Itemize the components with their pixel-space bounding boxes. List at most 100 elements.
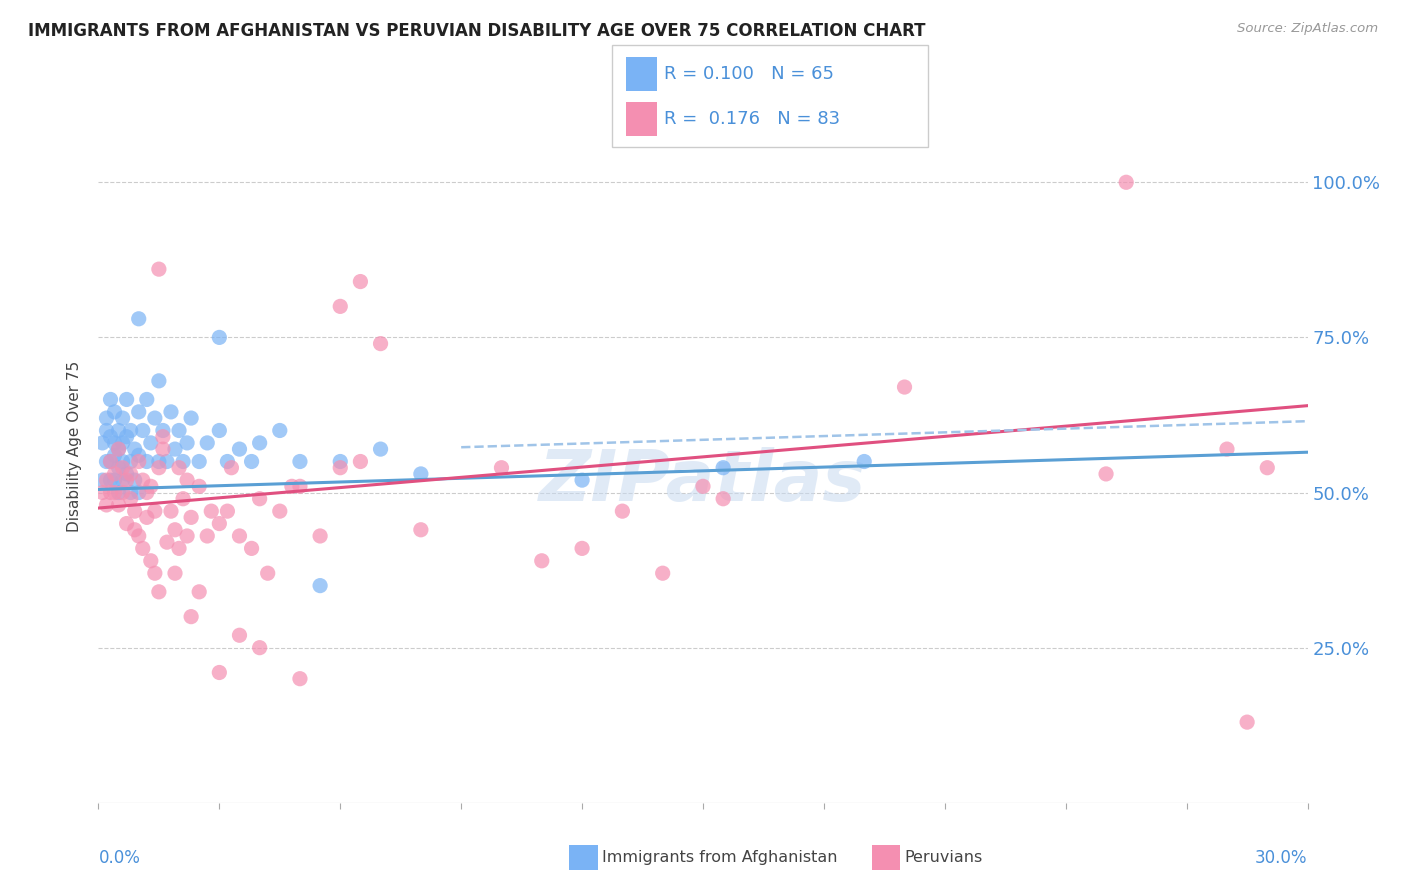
Point <box>240 541 263 556</box>
Point <box>139 436 162 450</box>
Point <box>107 424 129 438</box>
Point <box>228 442 250 456</box>
Point <box>111 485 134 500</box>
Point <box>128 311 150 326</box>
Point <box>309 579 332 593</box>
Point <box>269 424 291 438</box>
Point <box>571 541 593 556</box>
Point <box>135 485 157 500</box>
Point <box>491 460 513 475</box>
Point <box>176 436 198 450</box>
Point <box>115 467 138 481</box>
Point <box>240 454 263 468</box>
Point <box>249 436 271 450</box>
Point <box>120 454 142 468</box>
Point <box>135 392 157 407</box>
Point <box>132 541 155 556</box>
Point <box>115 392 138 407</box>
Point <box>128 454 150 468</box>
Point <box>156 535 179 549</box>
Point <box>309 529 332 543</box>
Point <box>152 424 174 438</box>
Point <box>208 330 231 344</box>
Point <box>188 454 211 468</box>
Point <box>128 405 150 419</box>
Text: Source: ZipAtlas.com: Source: ZipAtlas.com <box>1237 22 1378 36</box>
Point <box>111 454 134 468</box>
Point <box>100 454 122 468</box>
Point <box>107 460 129 475</box>
Point <box>152 442 174 456</box>
Point <box>100 485 122 500</box>
Point <box>530 554 553 568</box>
Point <box>132 473 155 487</box>
Point <box>176 473 198 487</box>
Point <box>91 473 114 487</box>
Point <box>148 584 170 599</box>
Point <box>208 424 231 438</box>
Point <box>148 262 170 277</box>
Point <box>96 473 118 487</box>
Point <box>217 454 239 468</box>
Point <box>139 554 162 568</box>
Text: R =  0.176   N = 83: R = 0.176 N = 83 <box>664 110 839 128</box>
Point <box>188 479 211 493</box>
Point <box>148 374 170 388</box>
Point <box>132 424 155 438</box>
Point <box>120 485 142 500</box>
Text: 0.0%: 0.0% <box>98 849 141 867</box>
Point <box>256 566 278 581</box>
Point <box>103 448 125 462</box>
Point <box>100 473 122 487</box>
Point <box>409 523 432 537</box>
Point <box>612 504 634 518</box>
Point <box>228 628 250 642</box>
Point <box>409 467 432 481</box>
Point <box>180 609 202 624</box>
Point <box>269 504 291 518</box>
Point <box>349 275 371 289</box>
Point <box>135 454 157 468</box>
Point <box>91 436 114 450</box>
Point <box>692 479 714 493</box>
Point <box>124 523 146 537</box>
Text: Peruvians: Peruvians <box>904 850 983 864</box>
Point <box>152 430 174 444</box>
Point <box>111 411 134 425</box>
Text: R = 0.100   N = 65: R = 0.100 N = 65 <box>664 65 834 83</box>
Point <box>329 299 352 313</box>
Point <box>288 454 311 468</box>
Point <box>143 566 166 581</box>
Point <box>1095 467 1118 481</box>
Point <box>1236 715 1258 730</box>
Point <box>180 411 202 425</box>
Point <box>163 523 186 537</box>
Point <box>143 411 166 425</box>
Point <box>100 430 122 444</box>
Point <box>120 467 142 481</box>
Text: ZIPatlas: ZIPatlas <box>540 447 866 516</box>
Point <box>107 485 129 500</box>
Point <box>115 473 138 487</box>
Point <box>167 424 190 438</box>
Point <box>115 516 138 531</box>
Point <box>893 380 915 394</box>
Point <box>571 473 593 487</box>
Point <box>148 454 170 468</box>
Point <box>107 498 129 512</box>
Point <box>281 479 304 493</box>
Point <box>172 454 194 468</box>
Point <box>124 504 146 518</box>
Point <box>711 460 734 475</box>
Point <box>370 336 392 351</box>
Point <box>128 485 150 500</box>
Point <box>853 454 876 468</box>
Point <box>200 504 222 518</box>
Point <box>180 510 202 524</box>
Point <box>111 473 134 487</box>
Point <box>103 473 125 487</box>
Point <box>96 498 118 512</box>
Point <box>651 566 673 581</box>
Point <box>128 529 150 543</box>
Text: 30.0%: 30.0% <box>1256 849 1308 867</box>
